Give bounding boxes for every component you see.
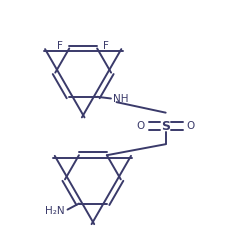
Text: H₂N: H₂N <box>45 206 64 216</box>
Text: O: O <box>186 121 195 131</box>
Text: F: F <box>103 41 109 51</box>
Text: S: S <box>161 119 170 133</box>
Text: O: O <box>137 121 145 131</box>
Text: NH: NH <box>113 94 128 104</box>
Text: F: F <box>57 41 63 51</box>
